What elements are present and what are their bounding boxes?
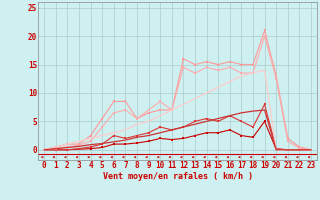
X-axis label: Vent moyen/en rafales ( km/h ): Vent moyen/en rafales ( km/h ): [103, 172, 252, 181]
